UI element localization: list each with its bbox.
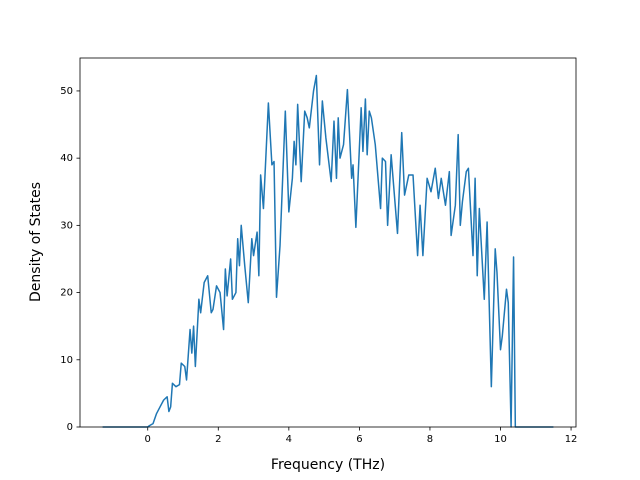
x-tick-label: 12	[565, 434, 578, 445]
x-tick-label: 10	[494, 434, 507, 445]
x-axis-label: Frequency (THz)	[271, 457, 385, 473]
x-tick-label: 6	[356, 434, 362, 445]
x-tick-label: 0	[145, 434, 151, 445]
y-tick-label: 40	[60, 153, 73, 164]
data-line	[102, 74, 554, 428]
y-tick-label: 0	[67, 422, 73, 433]
y-tick-label: 20	[60, 288, 73, 299]
plot-frame	[79, 57, 577, 428]
x-tick-label: 8	[427, 434, 433, 445]
x-tick-label: 4	[286, 434, 292, 445]
y-axis-label: Density of States	[28, 182, 44, 302]
y-tick-label: 30	[60, 220, 73, 231]
y-tick-label: 10	[60, 355, 73, 366]
x-tick-label: 2	[215, 434, 221, 445]
y-tick-label: 50	[60, 86, 73, 97]
